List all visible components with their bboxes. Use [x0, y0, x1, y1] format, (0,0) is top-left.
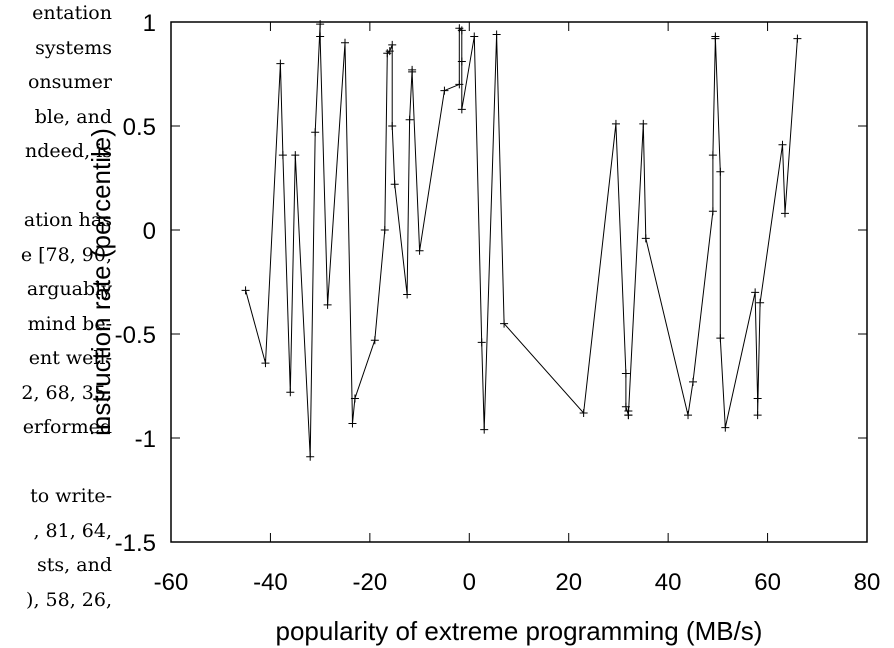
data-point-marker: [708, 207, 717, 216]
data-point-marker: [684, 411, 693, 420]
data-point-marker: [341, 38, 349, 47]
data-point-marker: [311, 128, 320, 137]
y-tick-label: 0.5: [123, 114, 156, 141]
background-text-line: 2, 68, 35,: [21, 381, 112, 404]
y-tick-label: -1.5: [115, 530, 156, 557]
data-point-marker: [721, 423, 730, 432]
x-axis-title: popularity of extreme programming (MB/s): [276, 616, 763, 646]
data-point-marker: [261, 359, 270, 368]
data-point-marker: [611, 119, 620, 128]
data-point-marker: [579, 409, 588, 418]
background-text-line: erformed: [22, 416, 112, 438]
data-point-marker: [751, 288, 760, 297]
y-tick-labels: -1.5 -1 -0.5 0 0.5 1: [115, 10, 156, 557]
background-text-line: to write-: [30, 485, 112, 507]
x-tick-label: 20: [555, 569, 582, 596]
data-point-marker: [477, 338, 486, 347]
series-markers: [241, 20, 802, 461]
data-point-marker: [278, 151, 287, 160]
data-point-marker: [323, 300, 332, 309]
background-text-line: onsumer: [27, 71, 112, 93]
data-point-marker: [639, 119, 648, 128]
x-tick-label: 0: [463, 569, 476, 596]
background-text-line: ndeed, is: [25, 140, 112, 162]
y-tick-label: 0: [143, 218, 156, 245]
data-point-marker: [500, 319, 509, 328]
x-tick-labels: -60 -40 -20 0 20 40 60 80: [154, 569, 881, 596]
background-text-line: sts, and: [37, 554, 112, 576]
y-tick-label: 1: [143, 10, 156, 37]
data-point-marker: [756, 298, 765, 307]
data-point-marker: [370, 336, 379, 345]
data-point-marker: [316, 32, 325, 41]
background-text-line: e [78, 90,: [20, 243, 112, 266]
data-point-marker: [621, 402, 630, 411]
y-tick-label: -1: [135, 426, 156, 453]
background-text-line: ation has: [23, 209, 112, 231]
background-text-line: mind be-: [27, 312, 112, 335]
background-paper-text: entation systems onsumer ble, and ndeed, is a…: [0, 0, 120, 648]
data-point-marker: [348, 419, 357, 428]
y-tick-label: -0.5: [115, 322, 156, 349]
data-point-marker: [689, 377, 697, 386]
data-point-marker: [405, 115, 414, 124]
data-point-marker: [306, 452, 315, 461]
data-point-marker: [480, 425, 489, 434]
y-axis-title: instruction rate (percentile): [86, 128, 116, 436]
data-point-marker: [641, 234, 650, 243]
data-point-marker: [492, 30, 501, 39]
x-tick-label: 80: [854, 569, 881, 596]
data-point-marker: [388, 122, 397, 130]
background-text-line: ble, and: [34, 105, 112, 128]
data-point-marker: [470, 32, 479, 41]
x-tick-label: -60: [154, 569, 189, 596]
data-point-marker: [385, 47, 394, 56]
x-tick-label: 40: [655, 569, 682, 596]
x-tick-label: 60: [754, 569, 781, 596]
data-point-marker: [708, 151, 717, 160]
x-tick-label: -20: [353, 569, 388, 596]
data-point-marker: [286, 388, 295, 397]
data-point-marker: [390, 180, 399, 189]
data-point-marker: [403, 290, 412, 299]
data-point-marker: [753, 411, 762, 420]
data-point-marker: [624, 411, 633, 420]
data-point-marker: [753, 394, 762, 403]
data-point-marker: [276, 59, 285, 68]
data-point-marker: [350, 394, 359, 403]
background-text-line: entation: [32, 2, 112, 24]
background-text-line: arguably: [26, 278, 112, 300]
data-point-marker: [415, 246, 424, 255]
axis-ticks: [170, 21, 868, 543]
background-text-line: , 81, 64,: [33, 519, 112, 542]
data-point-marker: [716, 167, 725, 176]
data-point-marker: [408, 67, 417, 76]
data-point-marker: [380, 226, 389, 234]
data-point-marker: [291, 151, 300, 160]
data-point-marker: [716, 334, 725, 343]
data-point-marker: [778, 140, 787, 149]
background-text-line: systems: [35, 36, 112, 59]
data-point-marker: [440, 86, 449, 95]
series-line: [245, 24, 798, 457]
data-point-marker: [793, 34, 802, 43]
x-tick-label: -40: [253, 569, 288, 596]
data-point-marker: [457, 57, 466, 66]
background-text-line: ent well-: [28, 347, 112, 369]
data-point-marker: [388, 40, 397, 49]
data-point-marker: [457, 105, 466, 114]
data-point-marker: [457, 26, 466, 35]
data-point-marker: [316, 20, 325, 29]
data-point-marker: [241, 286, 250, 295]
data-point-marker: [455, 80, 464, 89]
data-point-marker: [780, 209, 789, 218]
data-point-marker: [621, 369, 630, 378]
data-point-marker: [711, 34, 720, 43]
plot-area-frame: [170, 21, 868, 543]
background-text-line: ), 58, 26,: [26, 588, 112, 611]
